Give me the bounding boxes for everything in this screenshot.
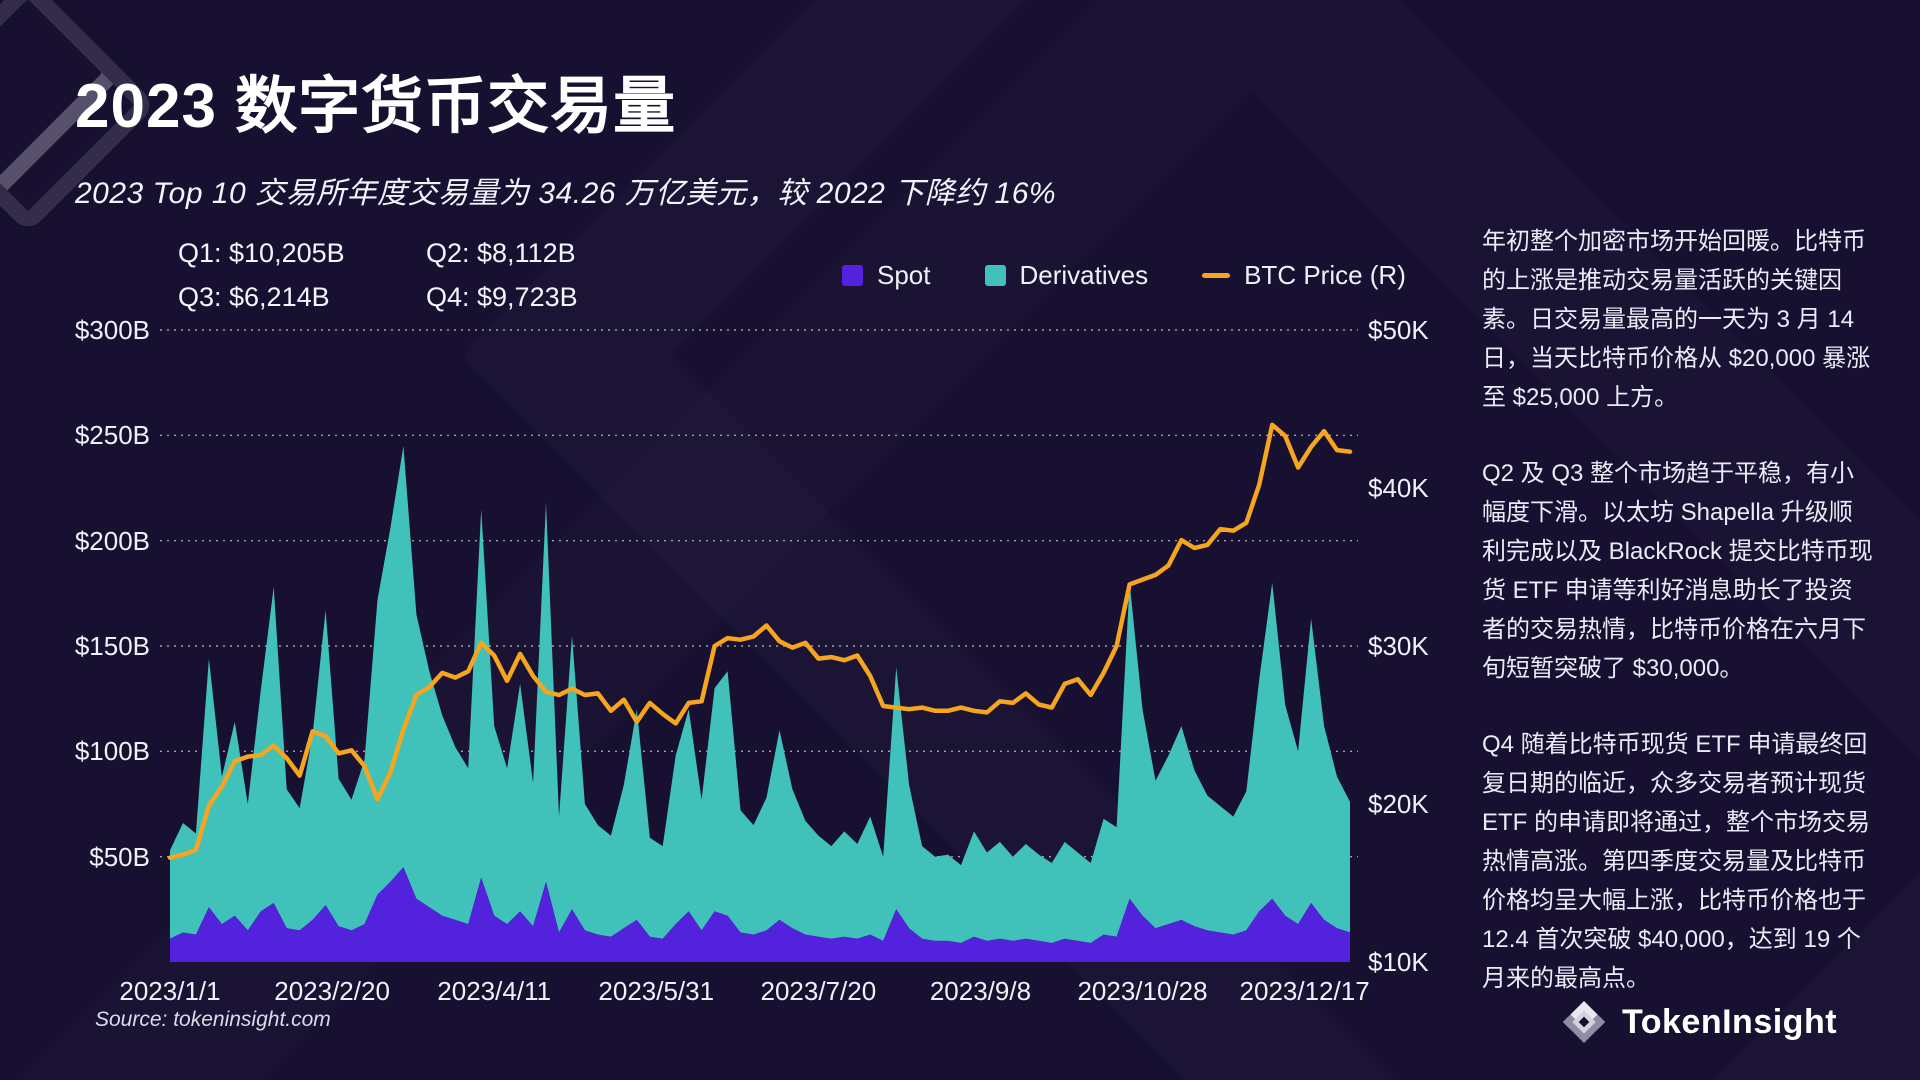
derivatives-color-swatch	[984, 265, 1006, 286]
q3-volume-stat: Q3: $6,214B	[178, 282, 330, 312]
brand-logo: TokenInsight	[1560, 998, 1837, 1046]
y-right-tick-label: $20K	[1368, 789, 1429, 819]
y-left-tick-label: $150B	[74, 631, 150, 661]
y-right-tick-label: $50K	[1368, 315, 1429, 345]
y-right-tick-label: $30K	[1368, 631, 1429, 661]
page-title: 2023 数字货币交易量	[75, 72, 677, 141]
y-right-tick-label: $40K	[1368, 473, 1429, 503]
x-axis-tick-label: 2023/5/31	[598, 976, 715, 1006]
spot-color-swatch	[842, 265, 863, 286]
spot-area-series	[170, 867, 1350, 962]
page-subtitle: 2023 Top 10 交易所年度交易量为 34.26 万亿美元，较 2022 …	[75, 177, 1057, 210]
q4-volume-stat: Q4: $9,723B	[426, 282, 578, 312]
legend-item-spot: Spot	[842, 260, 931, 291]
legend-label: BTC Price (R)	[1244, 260, 1406, 290]
y-left-tick-label: $250B	[74, 420, 150, 451]
x-axis-tick-label: 2023/10/28	[1077, 976, 1208, 1006]
q1-volume-stat: Q1: $10,205B	[178, 238, 345, 268]
market-commentary-panel: 年初整个加密市场开始回暖。比特币的上涨是推动交易量活跃的关键因素。日交易量最高的…	[1482, 222, 1876, 1035]
btc-price-line-swatch	[1202, 273, 1231, 278]
legend-label: Derivatives	[1019, 260, 1149, 290]
commentary-paragraph-q2-q3: Q2 及 Q3 整个市场趋于平稳，有小幅度下滑。以太坊 Shapella 升级顺…	[1482, 460, 1873, 682]
commentary-paragraph-q4: Q4 随着比特币现货 ETF 申请最终回复日期的临近，众多交易者预计现货 ETF…	[1482, 731, 1870, 992]
derivatives-area-series	[170, 445, 1350, 943]
y-left-tick-label: $300B	[74, 315, 150, 345]
source-note: Source: tokeninsight.com	[95, 1008, 331, 1031]
x-axis-tick-label: 2023/1/1	[119, 976, 221, 1006]
q2-volume-stat: Q2: $8,112B	[426, 238, 576, 268]
y-left-tick-label: $50B	[89, 841, 150, 872]
legend-label: Spot	[877, 260, 931, 290]
brand-name: TokenInsight	[1622, 1002, 1838, 1041]
chart-legend: Spot Derivatives BTC Price (R)	[842, 260, 1406, 291]
y-right-tick-label: $10K	[1368, 947, 1429, 977]
x-axis-tick-label: 2023/4/11	[437, 976, 552, 1006]
legend-item-btc-price: BTC Price (R)	[1202, 260, 1406, 291]
y-left-tick-label: $100B	[74, 736, 150, 767]
legend-item-derivatives: Derivatives	[984, 260, 1149, 291]
btc-price-line-series	[167, 422, 1353, 860]
commentary-paragraph-q1: 年初整个加密市场开始回暖。比特币的上涨是推动交易量活跃的关键因素。日交易量最高的…	[1482, 228, 1871, 411]
tokeninsight-logo-icon	[1563, 1001, 1605, 1043]
y-left-tick-label: $200B	[74, 525, 150, 556]
x-axis-tick-label: 2023/12/17	[1239, 976, 1370, 1006]
x-axis-tick-label: 2023/7/20	[760, 976, 877, 1006]
quarterly-volume-stats: Q1: $10,205B Q2: $8,112B Q3: $6,214B Q4:…	[178, 238, 578, 313]
x-axis-tick-label: 2023/2/20	[274, 976, 390, 1006]
x-axis-tick-label: 2023/9/8	[929, 976, 1032, 1006]
